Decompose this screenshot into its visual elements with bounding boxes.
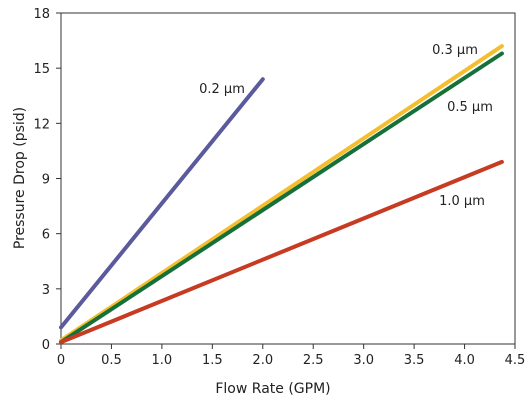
x-tick-label: 2.5 (303, 353, 324, 368)
y-axis-title: Pressure Drop (psid) (12, 107, 28, 249)
series-layer (59, 44, 504, 345)
x-tick-label: 3.0 (353, 353, 374, 368)
series-label-3: 1.0 µm (439, 194, 485, 209)
series-label-0: 0.2 µm (199, 82, 245, 97)
x-tick-label: 4.0 (454, 353, 475, 368)
x-axis-title: Flow Rate (GPM) (215, 381, 330, 397)
y-tick-label: 3 (42, 283, 50, 298)
x-tick-label: 4.5 (505, 353, 526, 368)
series-line-0 (59, 77, 265, 330)
y-tick-label: 18 (33, 7, 50, 22)
x-tick-label: 3.5 (404, 353, 425, 368)
x-tick-label: 1.0 (152, 353, 173, 368)
x-tick-label: 0.5 (101, 353, 122, 368)
series-labels: 0.2 µm 0.3 µm 0.5 µm 1.0 µm (199, 43, 493, 209)
x-tick-label: 1.5 (202, 353, 223, 368)
series-label-1: 0.3 µm (432, 43, 478, 58)
series-line-2 (59, 51, 504, 345)
axes: 0 0.5 1.0 1.5 2.0 2.5 3.0 3.5 4.0 4.5 0 3 6 9 12 15 18 (33, 7, 525, 368)
y-tick-label: 12 (33, 117, 50, 132)
x-tick-label: 2.0 (252, 353, 273, 368)
series-line-1 (59, 44, 504, 343)
y-tick-label: 6 (42, 228, 50, 243)
x-tick-label: 0 (57, 353, 65, 368)
series-label-2: 0.5 µm (447, 100, 493, 115)
y-tick-label: 15 (33, 62, 50, 77)
y-tick-label: 9 (42, 173, 50, 188)
y-tick-label: 0 (42, 338, 50, 353)
series-line-3 (59, 159, 504, 345)
